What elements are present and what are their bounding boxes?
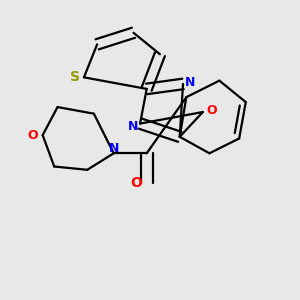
Text: O: O	[207, 104, 218, 117]
Text: S: S	[70, 70, 80, 84]
Text: N: N	[109, 142, 119, 155]
Text: N: N	[128, 120, 138, 134]
Text: O: O	[27, 129, 38, 142]
Text: N: N	[185, 76, 196, 89]
Text: O: O	[130, 176, 142, 190]
